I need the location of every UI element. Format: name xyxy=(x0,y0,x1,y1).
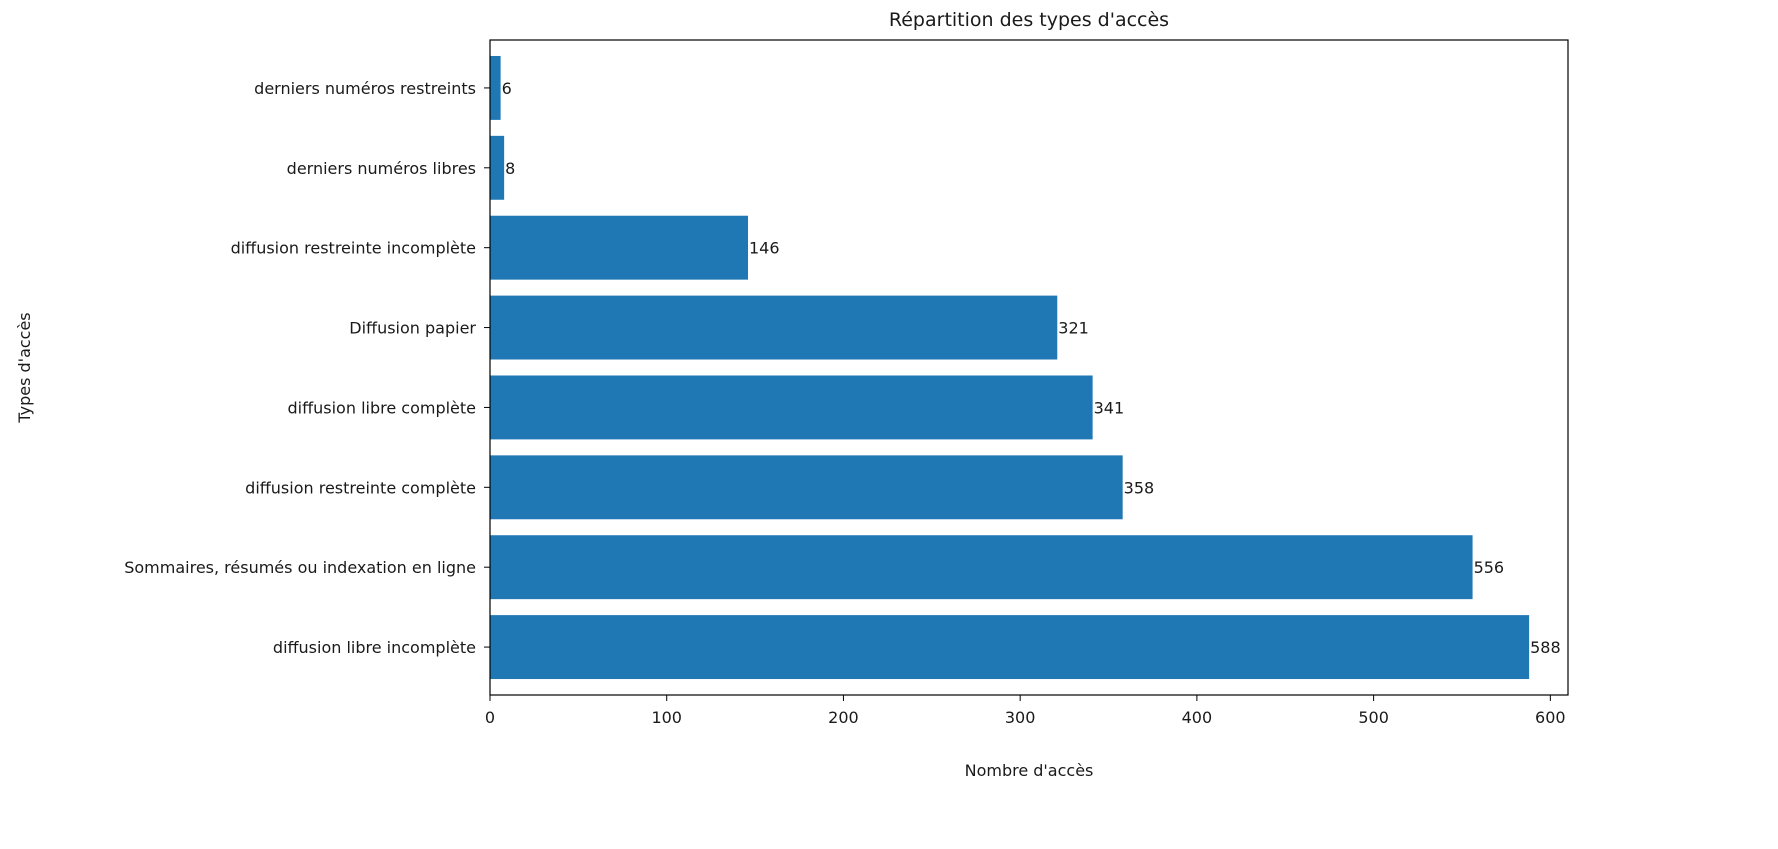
bar-value-label: 588 xyxy=(1530,638,1561,657)
bar-value-label: 341 xyxy=(1094,398,1125,417)
bar xyxy=(490,375,1093,440)
bars xyxy=(490,55,1530,680)
bar-value-label: 556 xyxy=(1474,558,1505,577)
x-tick-label: 200 xyxy=(828,708,859,727)
y-tick-label: derniers numéros restreints xyxy=(254,79,476,98)
bar-value-label: 358 xyxy=(1124,478,1155,497)
x-axis-title: Nombre d'accès xyxy=(965,761,1094,780)
bar xyxy=(490,455,1123,520)
x-tick-label: 400 xyxy=(1182,708,1213,727)
bar xyxy=(490,55,501,120)
bar-value-label: 321 xyxy=(1058,319,1089,338)
y-tick-label: diffusion restreinte incomplète xyxy=(231,239,476,258)
data-labels: 588 556 358 341 321 146 8 6 xyxy=(502,79,1561,657)
x-tick-label: 300 xyxy=(1005,708,1036,727)
y-tick-label: Diffusion papier xyxy=(349,319,476,338)
y-tick-label: diffusion libre incomplète xyxy=(273,638,476,657)
bar xyxy=(490,535,1473,600)
x-axis-ticks: 0 100 200 300 400 500 600 xyxy=(485,695,1566,727)
y-tick-label: Sommaires, résumés ou indexation en lign… xyxy=(124,558,476,577)
bar xyxy=(490,135,505,200)
bar xyxy=(490,215,749,280)
x-tick-label: 500 xyxy=(1358,708,1389,727)
bar xyxy=(490,615,1530,680)
bar-value-label: 8 xyxy=(505,159,515,178)
y-tick-label: diffusion libre complète xyxy=(288,398,477,417)
y-tick-label: derniers numéros libres xyxy=(287,159,476,178)
bar-value-label: 146 xyxy=(749,239,780,258)
chart-title: Répartition des types d'accès xyxy=(889,9,1169,31)
y-axis-title: Types d'accès xyxy=(15,312,34,423)
y-axis-ticks: diffusion libre incomplète Sommaires, rés… xyxy=(124,79,490,657)
bar xyxy=(490,295,1058,360)
plot-frame xyxy=(489,39,1569,696)
y-tick-label: diffusion restreinte complète xyxy=(245,478,476,497)
x-tick-label: 0 xyxy=(485,708,495,727)
x-tick-label: 100 xyxy=(651,708,682,727)
bar-value-label: 6 xyxy=(502,79,512,98)
x-tick-label: 600 xyxy=(1535,708,1566,727)
